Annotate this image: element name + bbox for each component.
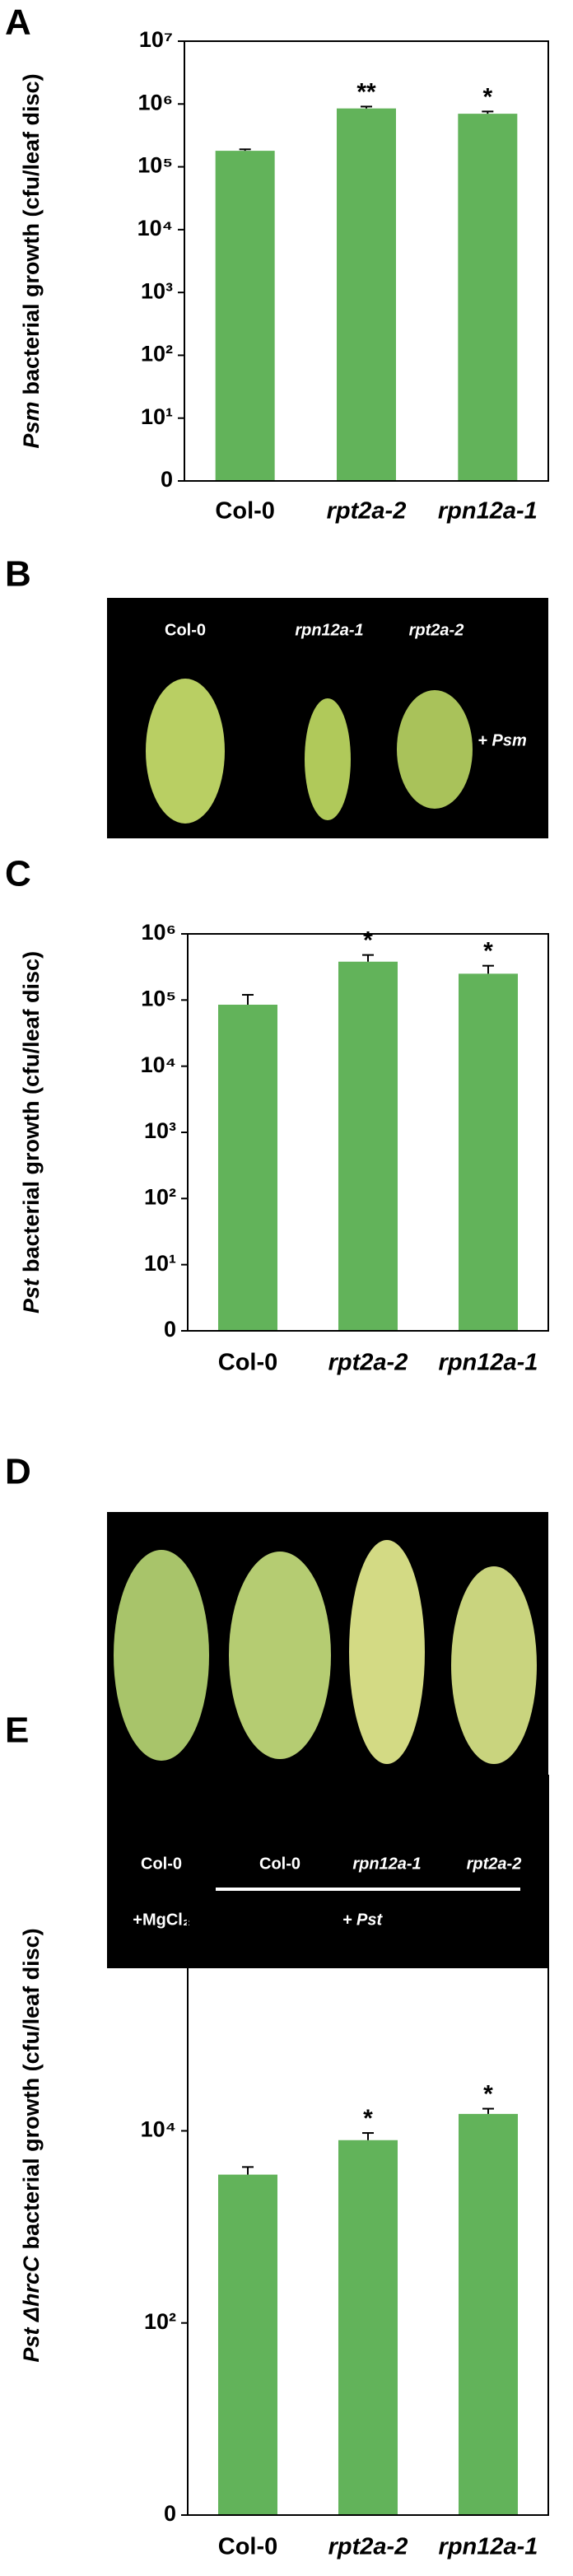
x-tick-label: rpn12a-1 bbox=[438, 498, 538, 525]
significance-mark: * bbox=[483, 938, 493, 965]
y-tick-label: 10⁶ bbox=[138, 90, 173, 114]
panel-label: D bbox=[5, 1452, 31, 1492]
plot-frame bbox=[187, 1775, 549, 2516]
leaf bbox=[397, 690, 473, 809]
significance-mark: * bbox=[363, 927, 373, 954]
photo-label: Col-0 bbox=[141, 1855, 182, 1873]
x-tick-label: Col-0 bbox=[218, 2534, 278, 2560]
significance-mark: ** bbox=[356, 78, 376, 105]
photo-label: +MgCl₂ bbox=[133, 1911, 189, 1929]
photo-label: rpn12a-1 bbox=[295, 621, 363, 639]
bar bbox=[215, 151, 275, 481]
leaf bbox=[229, 1552, 331, 1759]
y-tick-label: 10¹ bbox=[144, 1251, 176, 1276]
leaf bbox=[451, 1566, 537, 1764]
x-tick-label: rpn12a-1 bbox=[439, 1350, 538, 1376]
bar bbox=[459, 2113, 518, 2515]
photo-label: rpt2a-2 bbox=[467, 1855, 522, 1873]
leaf bbox=[349, 1540, 425, 1764]
y-tick-label: 0 bbox=[164, 1317, 176, 1342]
y-tick-label: 10⁵ bbox=[137, 153, 173, 178]
y-axis-label-text: bacterial growth (cfu/leaf disc) bbox=[19, 73, 44, 394]
y-axis-label: Psm bacterial growth (cfu/leaf disc) bbox=[19, 73, 44, 448]
panel-label: E bbox=[5, 1710, 29, 1751]
y-tick-label: 10³ bbox=[141, 278, 173, 303]
x-tick-label: rpt2a-2 bbox=[328, 1350, 408, 1376]
y-tick-label: 10⁴ bbox=[141, 2117, 176, 2142]
bar bbox=[459, 973, 518, 1331]
y-tick-label: 10² bbox=[144, 2309, 176, 2334]
y-axis-label-text: bacterial growth (cfu/leaf disc) bbox=[19, 951, 44, 1272]
y-axis-label-text: bacterial growth (cfu/leaf disc) bbox=[19, 1928, 44, 2249]
x-tick-label: rpt2a-2 bbox=[327, 498, 407, 525]
x-tick-label: rpn12a-1 bbox=[439, 2534, 538, 2560]
y-axis-label-italic: Pst ΔhrcC bbox=[19, 2256, 44, 2363]
y-tick-label: 10³ bbox=[144, 1118, 176, 1143]
y-tick-label: 10² bbox=[141, 342, 173, 366]
x-tick-label: Col-0 bbox=[218, 1350, 278, 1376]
y-tick-label: 10⁶ bbox=[142, 920, 176, 945]
bar bbox=[338, 961, 398, 1331]
photo-label: Col-0 bbox=[165, 621, 206, 639]
plot-frame bbox=[184, 40, 549, 482]
y-tick-label: 10⁵ bbox=[141, 986, 176, 1010]
plot-frame bbox=[187, 933, 549, 1332]
y-axis-label-italic: Pst bbox=[19, 1278, 44, 1314]
y-tick-label: 10¹ bbox=[141, 404, 173, 429]
bar bbox=[337, 108, 396, 481]
panel-label: C bbox=[5, 854, 31, 894]
leaf bbox=[114, 1550, 209, 1761]
photo-label: rpn12a-1 bbox=[352, 1855, 421, 1873]
bar bbox=[218, 1005, 277, 1331]
bar bbox=[338, 2140, 398, 2515]
significance-mark: * bbox=[483, 2080, 493, 2107]
y-tick-label: 10⁴ bbox=[137, 216, 173, 240]
leaf bbox=[305, 698, 351, 820]
photo-label: Col-0 bbox=[259, 1855, 300, 1873]
bar bbox=[458, 114, 518, 481]
panel-label: B bbox=[5, 554, 31, 595]
y-axis-label-italic: Psm bbox=[19, 402, 44, 449]
y-tick-label: 10² bbox=[144, 1184, 176, 1209]
leaf bbox=[146, 679, 225, 824]
y-tick-label: 10⁷ bbox=[139, 27, 173, 52]
bar bbox=[218, 2174, 277, 2515]
y-axis-label: Pst bacterial growth (cfu/leaf disc) bbox=[19, 951, 44, 1314]
x-tick-label: rpt2a-2 bbox=[328, 2534, 408, 2560]
significance-mark: * bbox=[363, 2105, 373, 2132]
photo-label: + Psm bbox=[478, 731, 526, 749]
photo-label: + Pst bbox=[342, 1911, 384, 1929]
significance-mark: * bbox=[482, 83, 492, 110]
panel-label: A bbox=[5, 2, 31, 43]
photo-label: rpt2a-2 bbox=[409, 621, 464, 639]
x-tick-label: Col-0 bbox=[215, 498, 275, 525]
y-axis-label: Pst ΔhrcC bacterial growth (cfu/leaf disc… bbox=[19, 1928, 44, 2362]
y-tick-label: 0 bbox=[161, 467, 173, 492]
y-tick-label: 10⁴ bbox=[141, 1052, 176, 1077]
y-tick-label: 0 bbox=[164, 2501, 176, 2526]
